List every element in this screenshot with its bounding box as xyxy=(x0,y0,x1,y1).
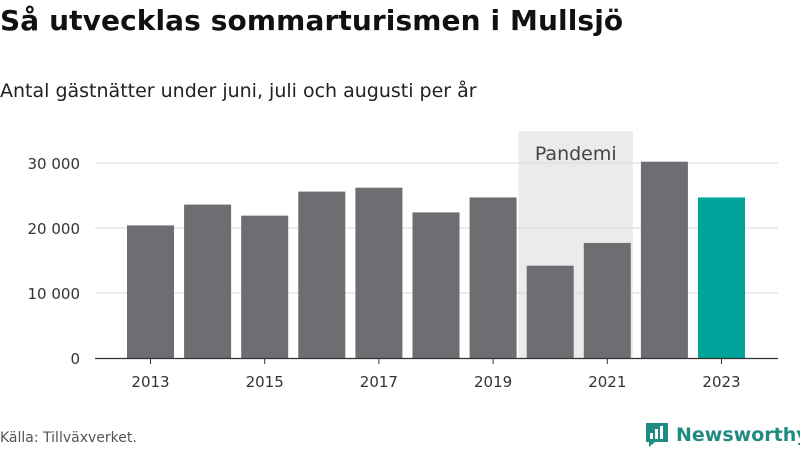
bar-2017 xyxy=(355,187,403,358)
bar-2022 xyxy=(640,161,688,358)
x-tick-label: 2015 xyxy=(246,373,284,391)
x-tick-label: 2013 xyxy=(131,373,169,391)
bar-2023 xyxy=(698,197,745,358)
bar-2018 xyxy=(412,212,460,358)
chart-subtitle: Antal gästnätter under juni, juli och au… xyxy=(0,80,477,102)
pandemic-label: Pandemi xyxy=(535,143,617,165)
newsworthy-logo-icon xyxy=(646,423,668,447)
bar-2020 xyxy=(526,265,574,358)
x-tick-label: 2017 xyxy=(360,373,398,391)
bar-2013 xyxy=(127,225,174,358)
bar-2016 xyxy=(298,191,346,358)
newsworthy-logo: Newsworthy xyxy=(644,421,800,449)
bars xyxy=(127,161,745,358)
x-tick-label: 2023 xyxy=(702,373,740,391)
y-tick-label: 20 000 xyxy=(28,220,81,238)
chart-title: Så utvecklas sommarturismen i Mullsjö xyxy=(0,4,624,37)
y-tick-label: 0 xyxy=(70,350,80,368)
axes: 2013 2015 2017 2019 2021 2023 xyxy=(95,357,778,391)
bar-2021 xyxy=(583,242,631,358)
source-note: Källa: Tillväxverket. xyxy=(0,430,137,446)
bar-2014 xyxy=(184,204,232,358)
x-tick-label: 2021 xyxy=(588,373,626,391)
y-tick-label: 30 000 xyxy=(28,155,81,173)
newsworthy-logo-text: Newsworthy xyxy=(676,424,800,446)
x-tick-label: 2019 xyxy=(474,373,512,391)
bar-2015 xyxy=(241,215,289,358)
y-tick-label: 10 000 xyxy=(28,285,81,303)
bar-2019 xyxy=(469,197,517,358)
